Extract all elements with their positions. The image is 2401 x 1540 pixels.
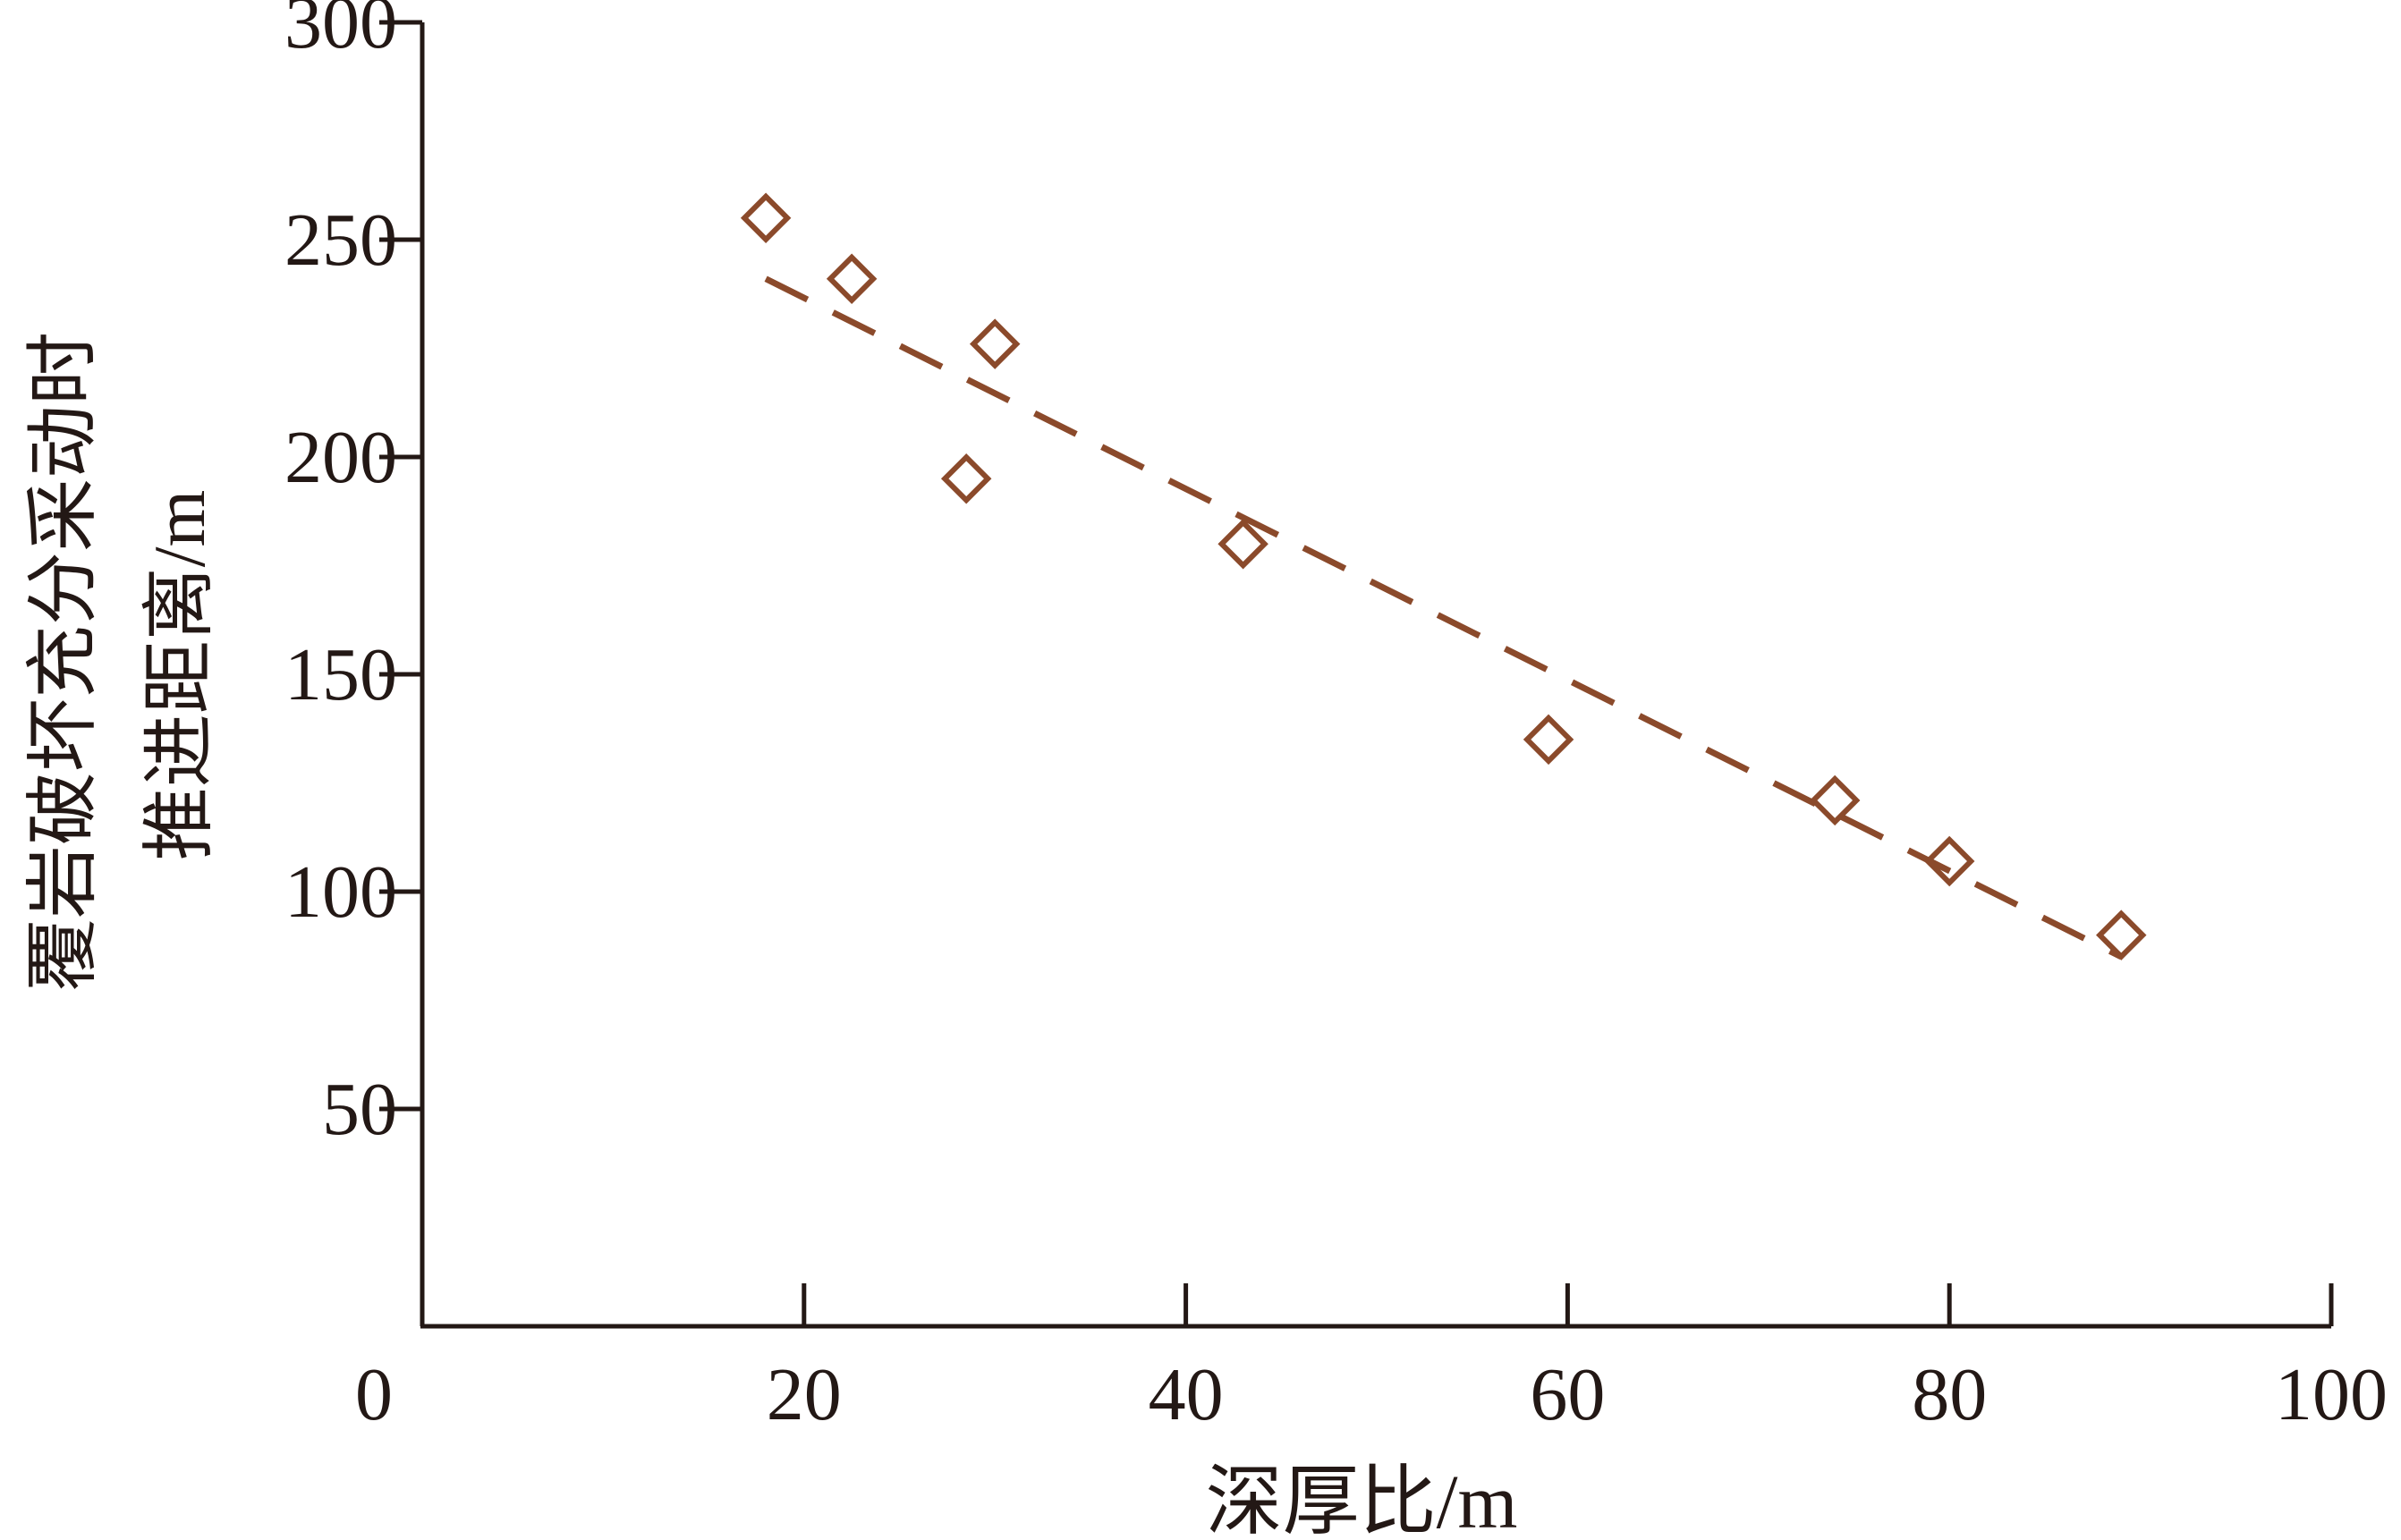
y-tick-label: 100	[284, 850, 397, 934]
y-axis-title-line-1: 覆岩破坏充分采动时	[22, 332, 104, 992]
x-tick-label: 20	[767, 1353, 842, 1436]
x-tick-label: 100	[2275, 1353, 2388, 1436]
x-tick-label: 80	[1912, 1353, 1987, 1436]
x-tick-label: 60	[1530, 1353, 1605, 1436]
data-point	[1217, 518, 1268, 570]
trendline-layer	[764, 275, 2123, 960]
data-points-layer	[740, 192, 2147, 960]
data-point	[826, 253, 878, 304]
y-tick-label: 150	[284, 633, 397, 716]
y-tick-label: 50	[322, 1068, 397, 1151]
data-point	[2096, 910, 2147, 960]
data-point	[740, 192, 792, 243]
labels-layer: 50 100 150 200 250 300 0 20 40 60 80 100 深厚比/m 覆岩破坏充分…	[22, 0, 2388, 1540]
y-tick-label: 250	[284, 199, 397, 282]
y-tick-label: 300	[284, 0, 397, 64]
data-point	[969, 318, 1021, 369]
x-tick-label: 0	[355, 1353, 393, 1436]
data-point	[940, 453, 992, 504]
axes	[379, 20, 2334, 1329]
data-point	[1523, 714, 1574, 766]
x-axis-title: 深厚比/m	[1206, 1459, 1518, 1540]
data-point	[1809, 774, 1861, 826]
data-point	[1923, 835, 1975, 887]
y-tick-label: 200	[284, 416, 397, 499]
x-tick-label: 40	[1149, 1353, 1224, 1436]
y-axis-title-line-2: 推进距离/m	[139, 490, 220, 861]
trendline	[764, 275, 2123, 960]
